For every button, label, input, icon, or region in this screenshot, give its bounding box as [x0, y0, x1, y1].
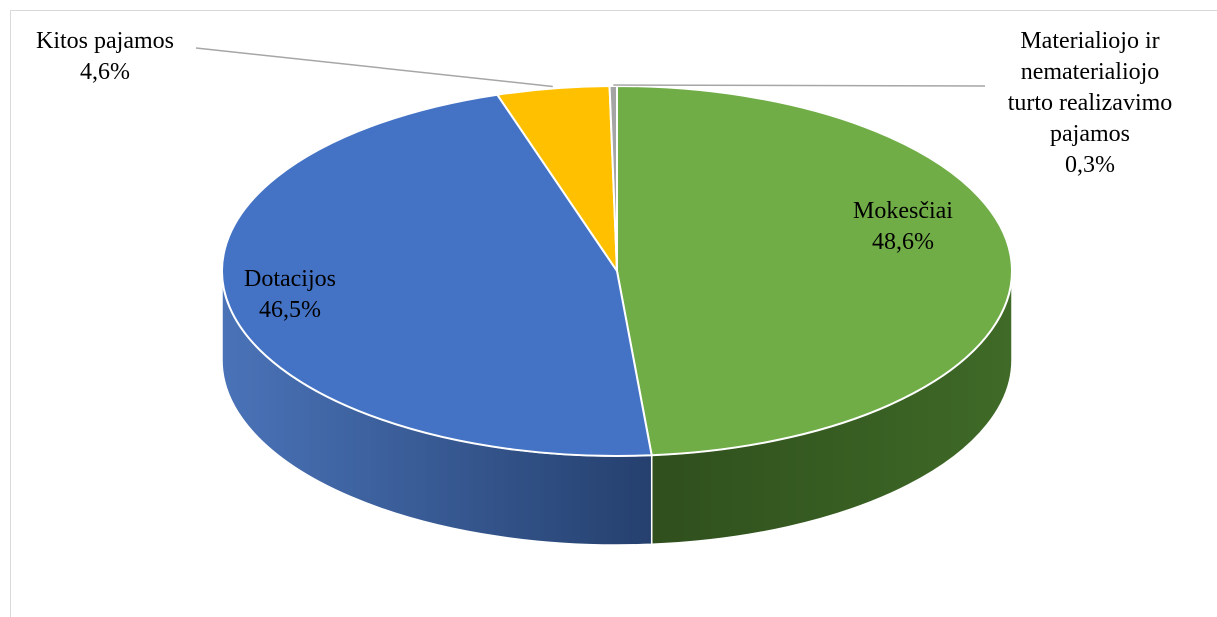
data-label-0-line-1: 48,6%	[872, 229, 934, 255]
data-label-1-line-0: Dotacijos	[244, 266, 336, 292]
pie-slice-3	[608, 84, 618, 272]
data-label-3-line-2: turto realizavimo	[1008, 90, 1173, 116]
data-label-3: Materialiojo ir nematerialiojo turto reali…	[1008, 28, 1173, 178]
data-label-2-line-0: Kitos pajamos	[36, 28, 174, 54]
data-label-3-line-0: Materialiojo ir	[1020, 28, 1159, 54]
pie-slice-0	[616, 84, 1013, 457]
data-label-3-line-1: nematerialiojo	[1021, 59, 1160, 85]
leader-line-materialiojo	[613, 84, 986, 87]
data-label-2: Kitos pajamos 4,6%	[36, 28, 174, 85]
data-label-2-line-1: 4,6%	[80, 59, 130, 85]
pie-slice-1	[221, 93, 653, 457]
pie-tops	[221, 84, 1013, 457]
data-label-0-line-0: Mokesčiai	[853, 198, 953, 224]
data-label-1-line-1: 46,5%	[259, 297, 321, 323]
leader-lines	[195, 47, 986, 88]
data-label-0: Mokesčiai 48,6%	[853, 198, 953, 255]
data-label-1: Dotacijos 46,5%	[244, 266, 336, 323]
data-label-3-line-3: pajamos	[1050, 121, 1130, 147]
leader-line-kitos	[195, 47, 553, 88]
data-label-3-line-4: 0,3%	[1065, 152, 1115, 178]
data-labels: Mokesčiai 48,6% Dotacijos 46,5% Kitos pajamo…	[36, 28, 1172, 323]
